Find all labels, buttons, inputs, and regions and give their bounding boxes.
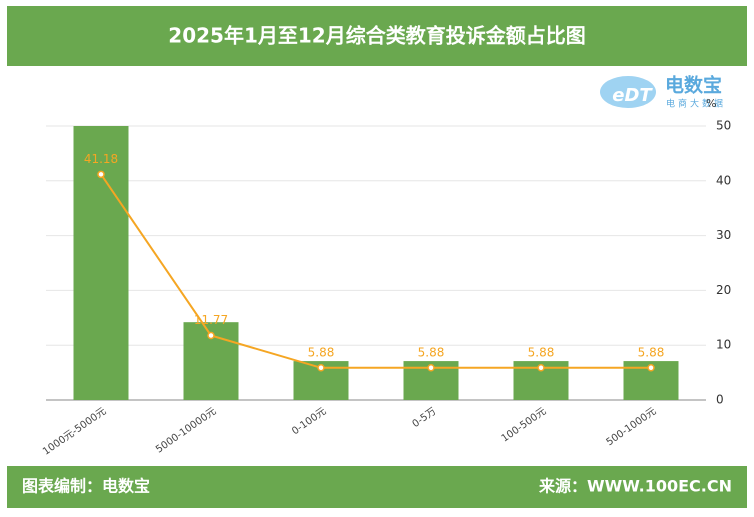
y-tick-label: 50 xyxy=(716,119,731,133)
logo-tagline: 电商大数据 xyxy=(666,98,726,110)
data-label: 41.18 xyxy=(84,152,118,166)
y-tick-label: 10 xyxy=(716,338,731,352)
data-label: 5.88 xyxy=(308,345,335,359)
y-unit: % xyxy=(706,97,716,110)
chart-title: 2025年1月至12月综合类教育投诉金额占比图 xyxy=(168,24,585,48)
x-tick-label: 100-500元 xyxy=(500,406,549,445)
line xyxy=(100,173,651,369)
x-tick-label: 500-1000元 xyxy=(604,406,658,448)
logo: eDT 电数宝 电商大数据 xyxy=(600,74,726,110)
y-tick-label: 0 xyxy=(716,393,724,407)
footer-left: 图表编制：电数宝 xyxy=(22,477,150,496)
y-tick-label: 30 xyxy=(716,228,731,242)
line-point xyxy=(207,331,215,340)
line-point xyxy=(427,364,435,372)
header-bar xyxy=(7,6,747,66)
logo-cloud xyxy=(600,76,656,108)
footer-right: 来源：WWW.100EC.CN xyxy=(538,477,732,496)
logo-mark: eDT xyxy=(612,85,653,106)
line-point xyxy=(647,364,655,372)
x-tick-label: 1000元-5000元 xyxy=(41,406,108,458)
x-tick-label: 0-5万 xyxy=(411,406,439,430)
line-point xyxy=(537,364,545,372)
y-tick-label: 40 xyxy=(716,173,731,187)
data-label: 5.88 xyxy=(528,345,555,359)
footer-bar xyxy=(7,466,747,508)
plot: 0 10 20 30 40 50 1000元-5000元 5000-10000元 0-100元 0… xyxy=(41,119,731,458)
line-point xyxy=(317,364,325,372)
x-tick-label: 5000-10000元 xyxy=(154,406,218,456)
data-label: 11.77 xyxy=(194,313,228,327)
bar xyxy=(73,126,129,400)
line-point xyxy=(97,170,105,179)
logo-name: 电数宝 xyxy=(665,74,722,97)
x-tick-label: 0-100元 xyxy=(290,406,328,437)
data-label: 5.88 xyxy=(418,345,445,359)
data-label: 5.88 xyxy=(638,345,665,359)
y-tick-label: 20 xyxy=(716,283,731,297)
